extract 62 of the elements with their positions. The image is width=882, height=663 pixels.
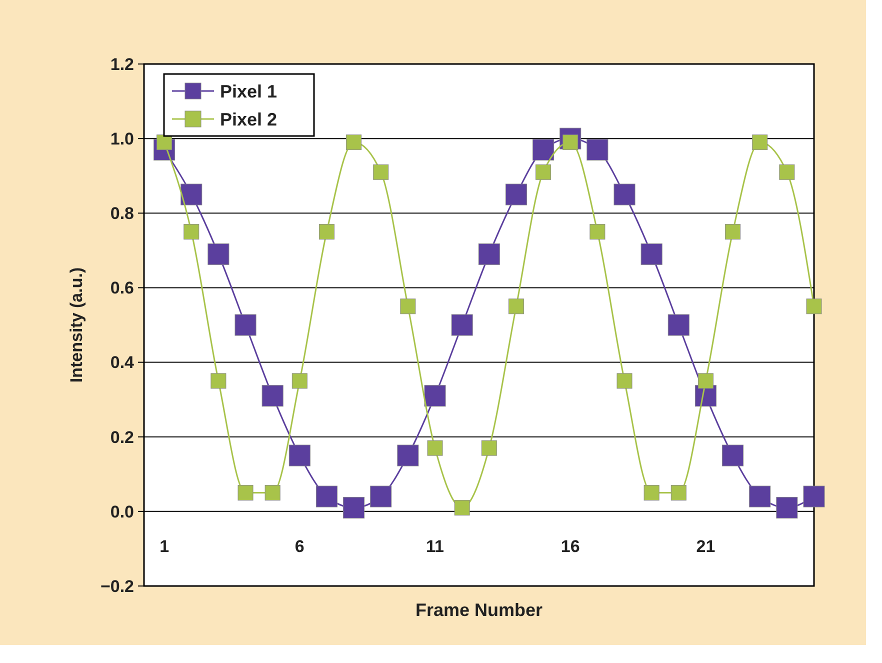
y-tick-label: −0.2 [100, 576, 134, 596]
legend-label: Pixel 2 [220, 109, 278, 130]
point [184, 224, 200, 240]
point [779, 164, 795, 180]
y-tick-label: 1.2 [110, 54, 134, 74]
point [288, 444, 310, 466]
x-tick-label: 16 [560, 536, 580, 556]
point [722, 444, 744, 466]
x-tick-label: 1 [160, 536, 170, 556]
y-tick-label: 0.6 [110, 278, 134, 298]
point [451, 314, 473, 336]
point [343, 496, 365, 518]
point [262, 385, 284, 407]
point [590, 224, 606, 240]
x-tick-label: 6 [294, 536, 304, 556]
point [505, 184, 527, 206]
point [698, 373, 714, 389]
y-tick-label: 0.0 [110, 502, 134, 522]
point [238, 485, 254, 501]
x-tick-label: 11 [426, 536, 444, 556]
point [400, 298, 416, 314]
point [670, 485, 686, 501]
x-axis-title: Frame Number [415, 600, 543, 620]
point [776, 496, 798, 518]
x-tick-label: 21 [696, 536, 716, 556]
point [616, 373, 632, 389]
point [318, 224, 334, 240]
point [508, 298, 524, 314]
point [397, 444, 419, 466]
point [644, 485, 660, 501]
legend-label: Pixel 1 [220, 81, 278, 102]
point [614, 184, 636, 206]
point [536, 164, 552, 180]
y-tick-label: 0.4 [110, 353, 135, 372]
point [424, 385, 446, 407]
point [806, 298, 822, 314]
point [752, 134, 768, 150]
point [373, 164, 389, 180]
point [586, 139, 608, 161]
point [316, 486, 338, 508]
point [208, 243, 230, 265]
point [427, 440, 443, 456]
point [481, 440, 497, 456]
point [454, 500, 470, 516]
point [292, 373, 308, 389]
point [180, 184, 202, 206]
y-axis-title: Intensity (a.u.) [67, 267, 86, 383]
point [668, 314, 690, 336]
point [640, 243, 662, 265]
point [234, 314, 256, 336]
y-tick-label: 1.0 [110, 130, 134, 149]
point [264, 485, 280, 501]
point [532, 139, 554, 161]
point [803, 486, 825, 508]
point [478, 243, 500, 265]
point [370, 486, 392, 508]
point [749, 486, 771, 508]
y-tick-label: 0.8 [110, 204, 134, 224]
y-tick-label: 0.2 [110, 428, 134, 447]
point [346, 134, 362, 150]
point [210, 373, 226, 389]
point [725, 224, 741, 240]
